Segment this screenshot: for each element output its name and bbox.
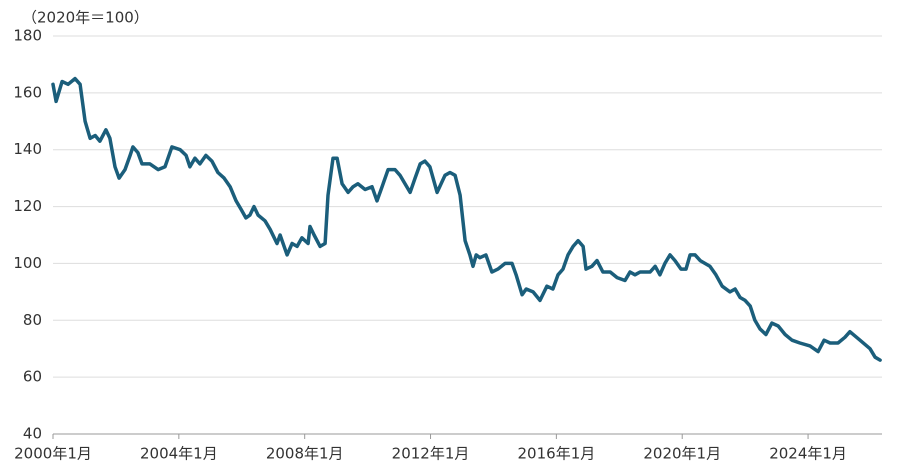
y-tick-label: 120 (13, 197, 42, 215)
x-tick-label: 2012年1月 (392, 445, 470, 463)
x-tick-label: 2020年1月 (643, 445, 721, 463)
line (51, 76, 882, 362)
y-tick-label: 160 (13, 83, 42, 101)
y-tick-label: 80 (23, 311, 42, 329)
y-axis-unit: （2020年＝100） (22, 9, 149, 27)
y-tick-label: 180 (13, 27, 42, 45)
x-tick-label: 2004年1月 (140, 445, 218, 463)
y-tick-label: 40 (23, 425, 42, 443)
y-tick-label: 140 (13, 140, 42, 158)
x-tick-label: 2016年1月 (518, 445, 596, 463)
y-tick-label: 60 (23, 368, 42, 386)
x-tick-label: 2008年1月 (266, 445, 344, 463)
y-tick-label: 100 (13, 254, 42, 272)
x-tick-label: 2024年1月 (769, 445, 847, 463)
x-tick-label: 2000年1月 (14, 445, 92, 463)
